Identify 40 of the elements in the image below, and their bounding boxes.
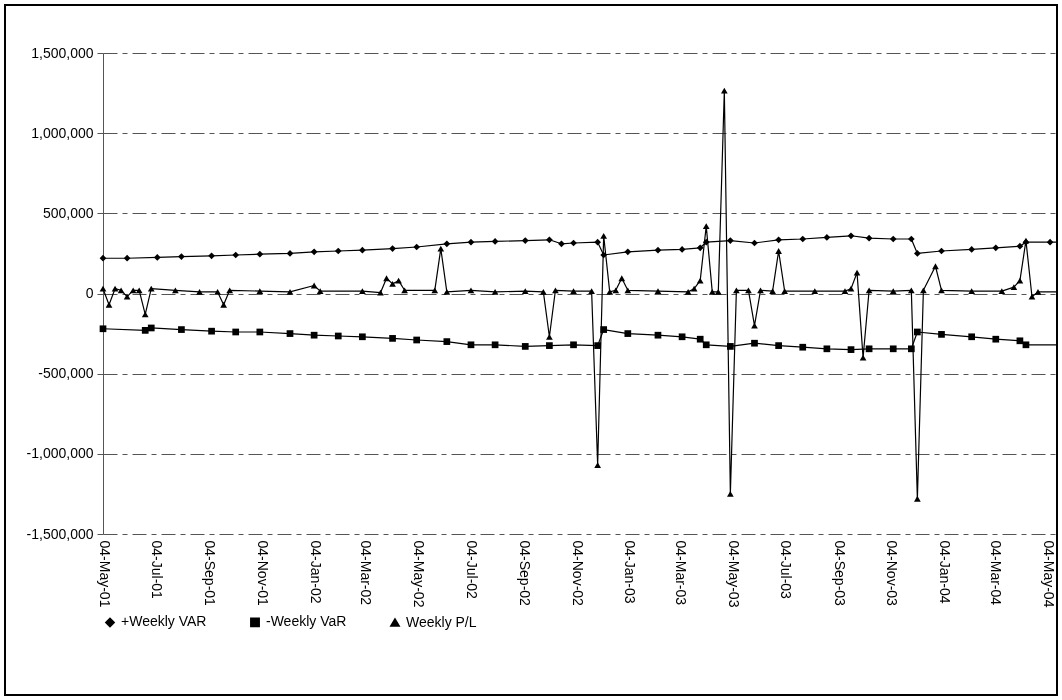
x-tick-label: 04-Mar-04 <box>988 540 1005 606</box>
point <box>521 343 529 350</box>
point <box>178 326 185 333</box>
x-tick-label: 04-May-02 <box>411 540 428 608</box>
x-tick-label: 04-May-04 <box>1040 540 1057 608</box>
y-tick-label: 500,000 <box>42 204 94 221</box>
x-tick-label: 04-Jul-01 <box>149 540 166 600</box>
point <box>889 345 897 353</box>
point <box>443 338 451 345</box>
point <box>751 339 758 347</box>
y-tick-label: 0 <box>85 285 94 301</box>
x-tick-label: 04-Mar-03 <box>673 540 690 606</box>
x-tick-label: 04-Sep-03 <box>831 540 848 607</box>
point <box>938 331 945 338</box>
x-tick-label: 04-Nov-02 <box>569 540 586 607</box>
point <box>99 254 107 262</box>
legend-label: +Weekly VAR <box>121 613 207 630</box>
point <box>775 342 782 349</box>
point <box>389 335 396 342</box>
x-tick-label: 04-Nov-03 <box>884 540 901 607</box>
x-tick-label: 04-Jan-04 <box>936 540 953 604</box>
y-tick-label: -500,000 <box>38 365 94 382</box>
x-tick-label: 04-Jan-03 <box>622 540 639 604</box>
x-tick-label: 04-May-03 <box>725 540 742 608</box>
x-tick-label: 04-May-01 <box>96 540 113 608</box>
x-tick-label: 04-Sep-02 <box>517 540 534 607</box>
y-tick-label: -1,500,000 <box>26 525 94 542</box>
x-tick-label: 04-Sep-01 <box>202 540 219 607</box>
x-tick-label: 04-Jan-02 <box>307 540 324 604</box>
y-tick-label: -1,000,000 <box>26 445 94 462</box>
point <box>624 330 632 337</box>
x-tick-label: 04-Jul-03 <box>778 540 795 600</box>
legend-label: -Weekly VaR <box>266 613 347 630</box>
y-tick-label: 1,500,000 <box>31 44 94 61</box>
x-tick-label: 04-Jul-02 <box>463 540 480 600</box>
x-tick-label: 04-Nov-01 <box>255 540 272 607</box>
x-tick-label: 04-Mar-02 <box>358 540 375 606</box>
point <box>546 342 553 349</box>
y-tick-label: 1,000,000 <box>31 124 94 141</box>
legend-label: Weekly P/L <box>406 613 477 630</box>
